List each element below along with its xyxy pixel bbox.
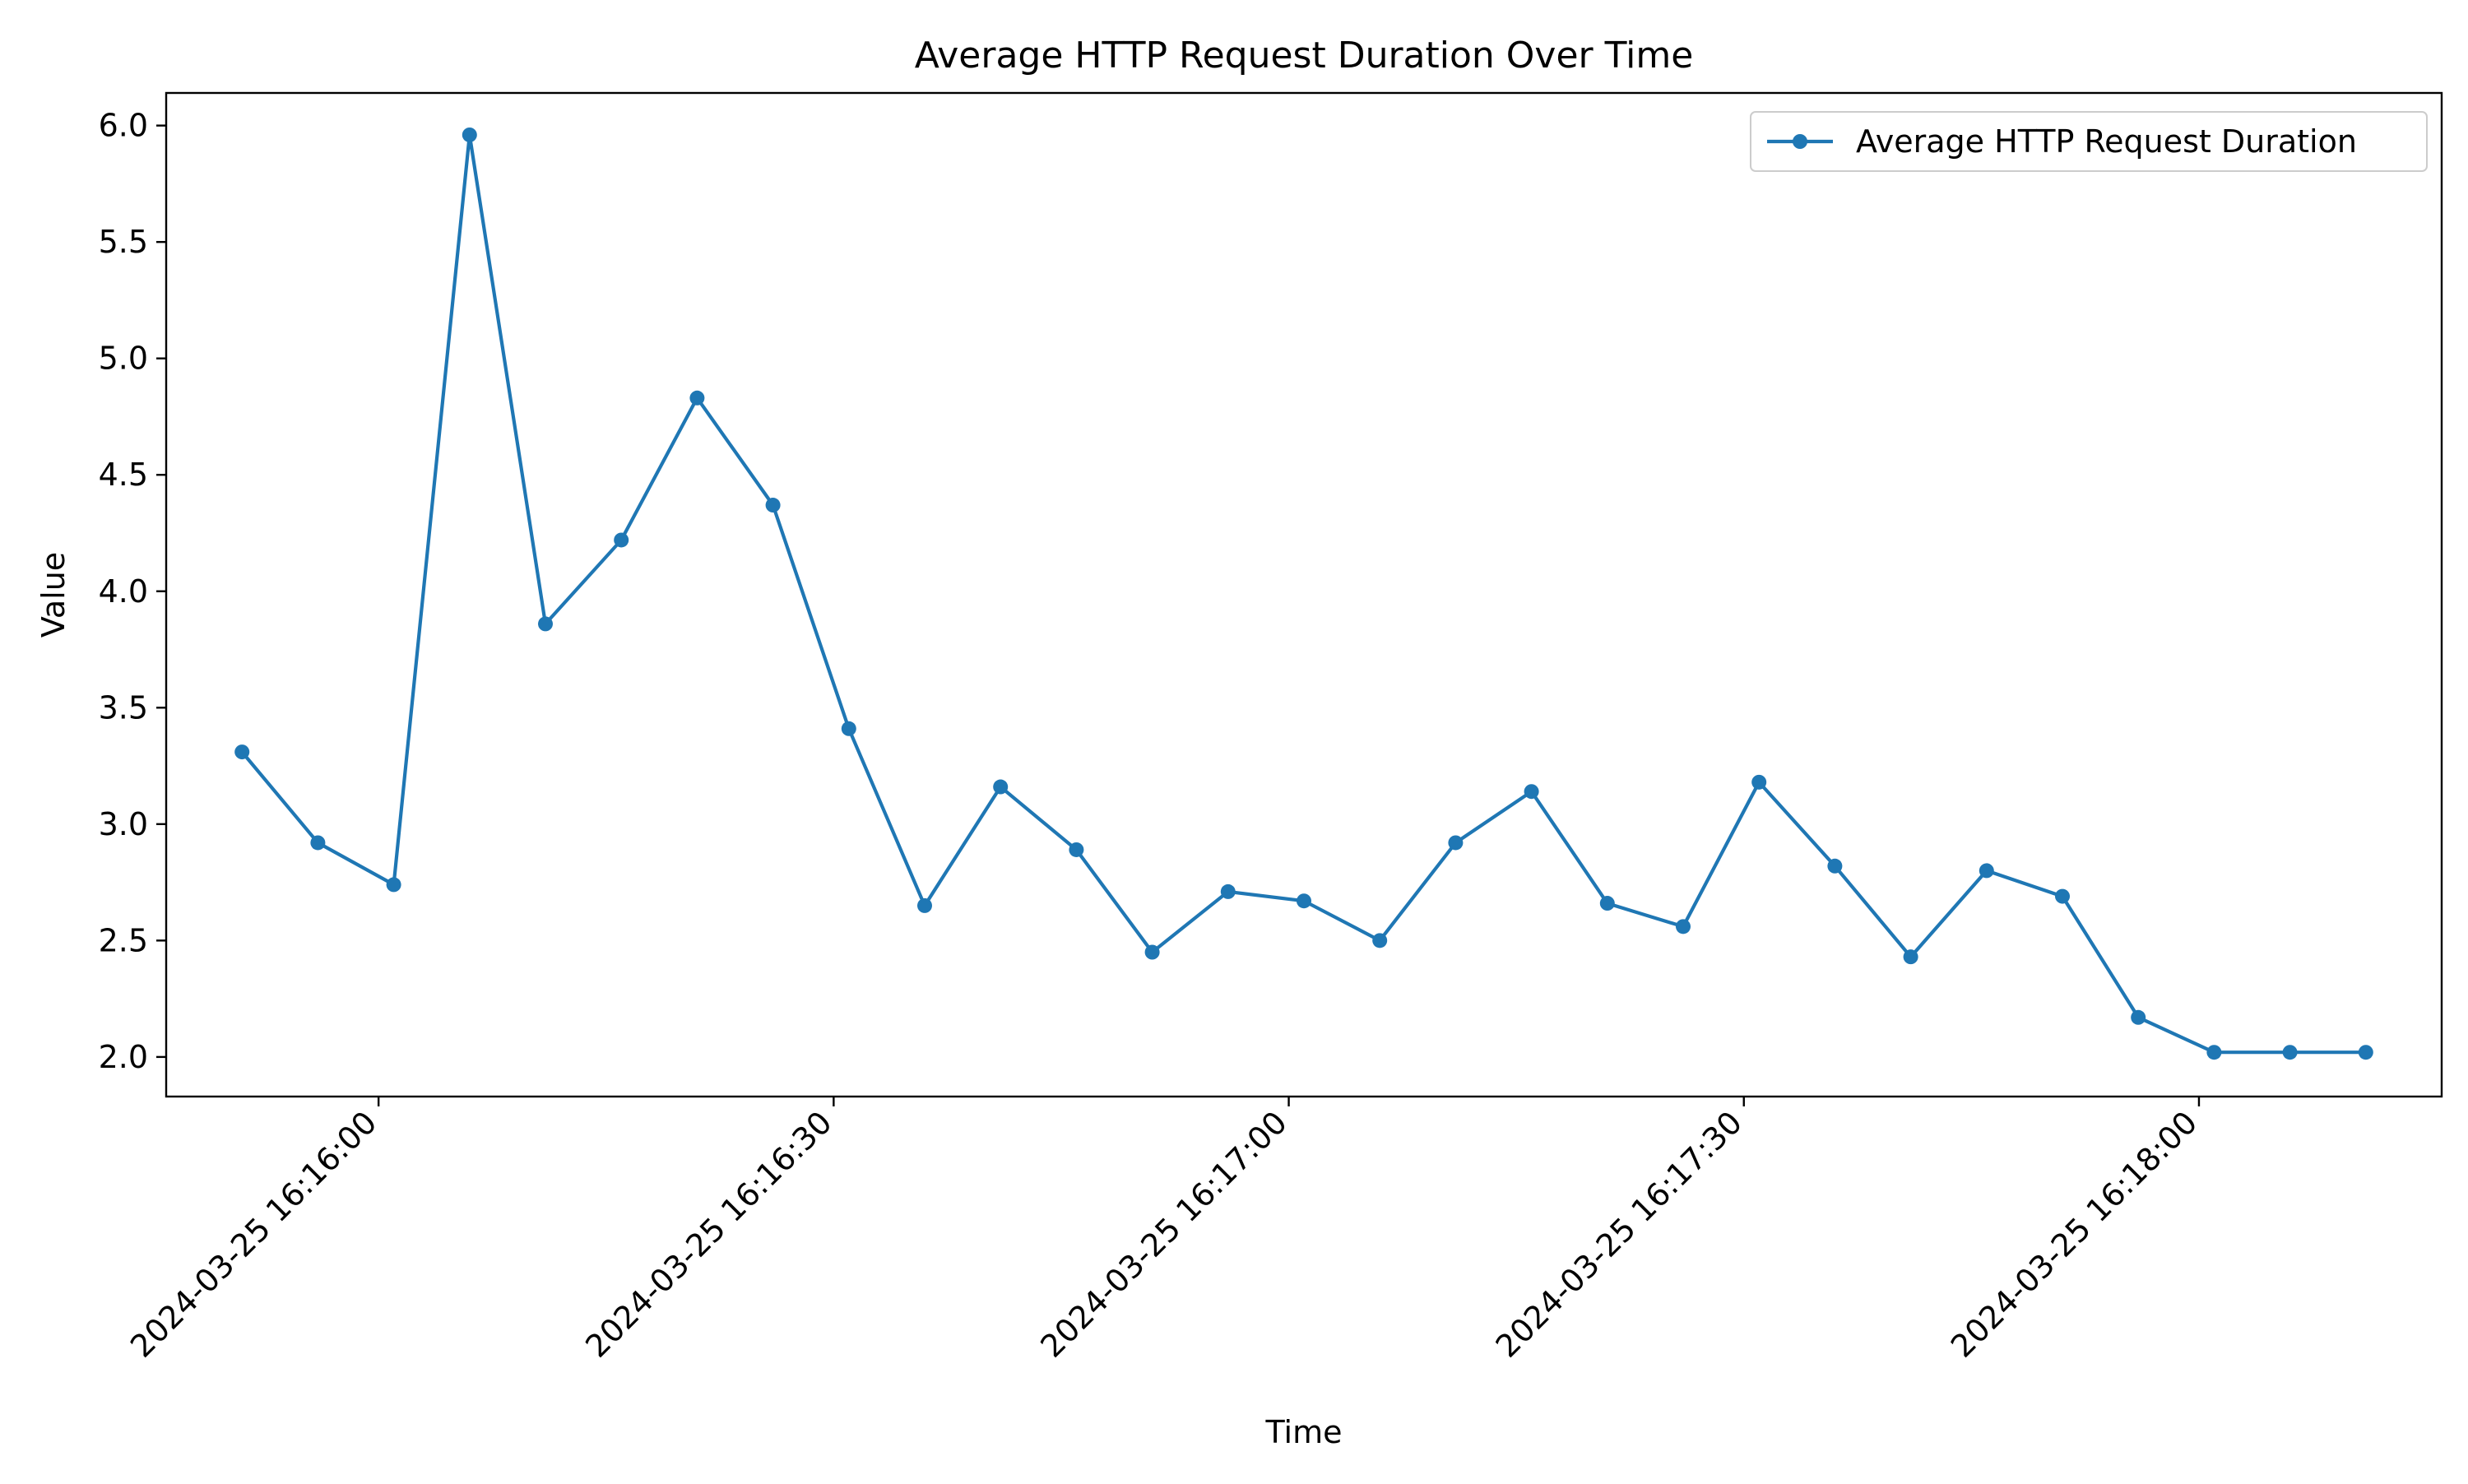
data-point [310, 835, 326, 851]
chart-title: Average HTTP Request Duration Over Time [915, 35, 1694, 77]
data-point [2282, 1045, 2298, 1060]
y-tick-label: 3.0 [99, 806, 148, 842]
data-point [993, 779, 1009, 795]
data-point [1827, 858, 1843, 874]
data-point [1372, 933, 1388, 948]
data-point [1676, 919, 1691, 934]
data-point [614, 532, 629, 548]
data-point [1069, 842, 1084, 857]
data-point [2055, 888, 2070, 904]
axes-frame [165, 91, 2443, 1098]
data-point [841, 721, 856, 736]
data-point [689, 390, 705, 406]
data-point [1751, 774, 1767, 790]
data-point [2131, 1009, 2146, 1025]
data-point [2358, 1045, 2373, 1060]
data-point [765, 498, 781, 513]
data-point [1144, 944, 1160, 960]
y-tick-label: 2.5 [99, 922, 148, 958]
y-tick-label: 5.0 [99, 341, 148, 377]
data-point [538, 616, 553, 632]
data-point [1903, 949, 1918, 965]
data-point [1524, 784, 1539, 800]
x-axis-label: Time [1265, 1414, 1343, 1450]
data-point [1297, 893, 1311, 909]
legend-marker [1793, 134, 1807, 149]
legend-box [1750, 111, 2428, 172]
data-point [462, 127, 477, 142]
data-point [2206, 1045, 2222, 1060]
legend-label: Average HTTP Request Duration [1856, 123, 2357, 160]
data-point [1220, 883, 1236, 899]
y-tick-label: 3.5 [99, 689, 148, 726]
plot-area [234, 127, 2373, 1060]
data-point [917, 897, 932, 913]
data-point [1448, 835, 1464, 851]
y-tick-label: 2.0 [99, 1039, 148, 1075]
data-point [1979, 863, 1994, 879]
data-point [386, 877, 401, 893]
y-tick-label: 4.0 [99, 573, 148, 610]
y-axis-label: Value [35, 552, 72, 638]
y-tick-label: 6.0 [99, 108, 148, 144]
y-tick-label: 4.5 [99, 457, 148, 493]
legend: Average HTTP Request Duration [1750, 111, 2428, 172]
data-point [1599, 896, 1615, 911]
y-tick-label: 5.5 [99, 224, 148, 260]
data-point [234, 744, 250, 760]
